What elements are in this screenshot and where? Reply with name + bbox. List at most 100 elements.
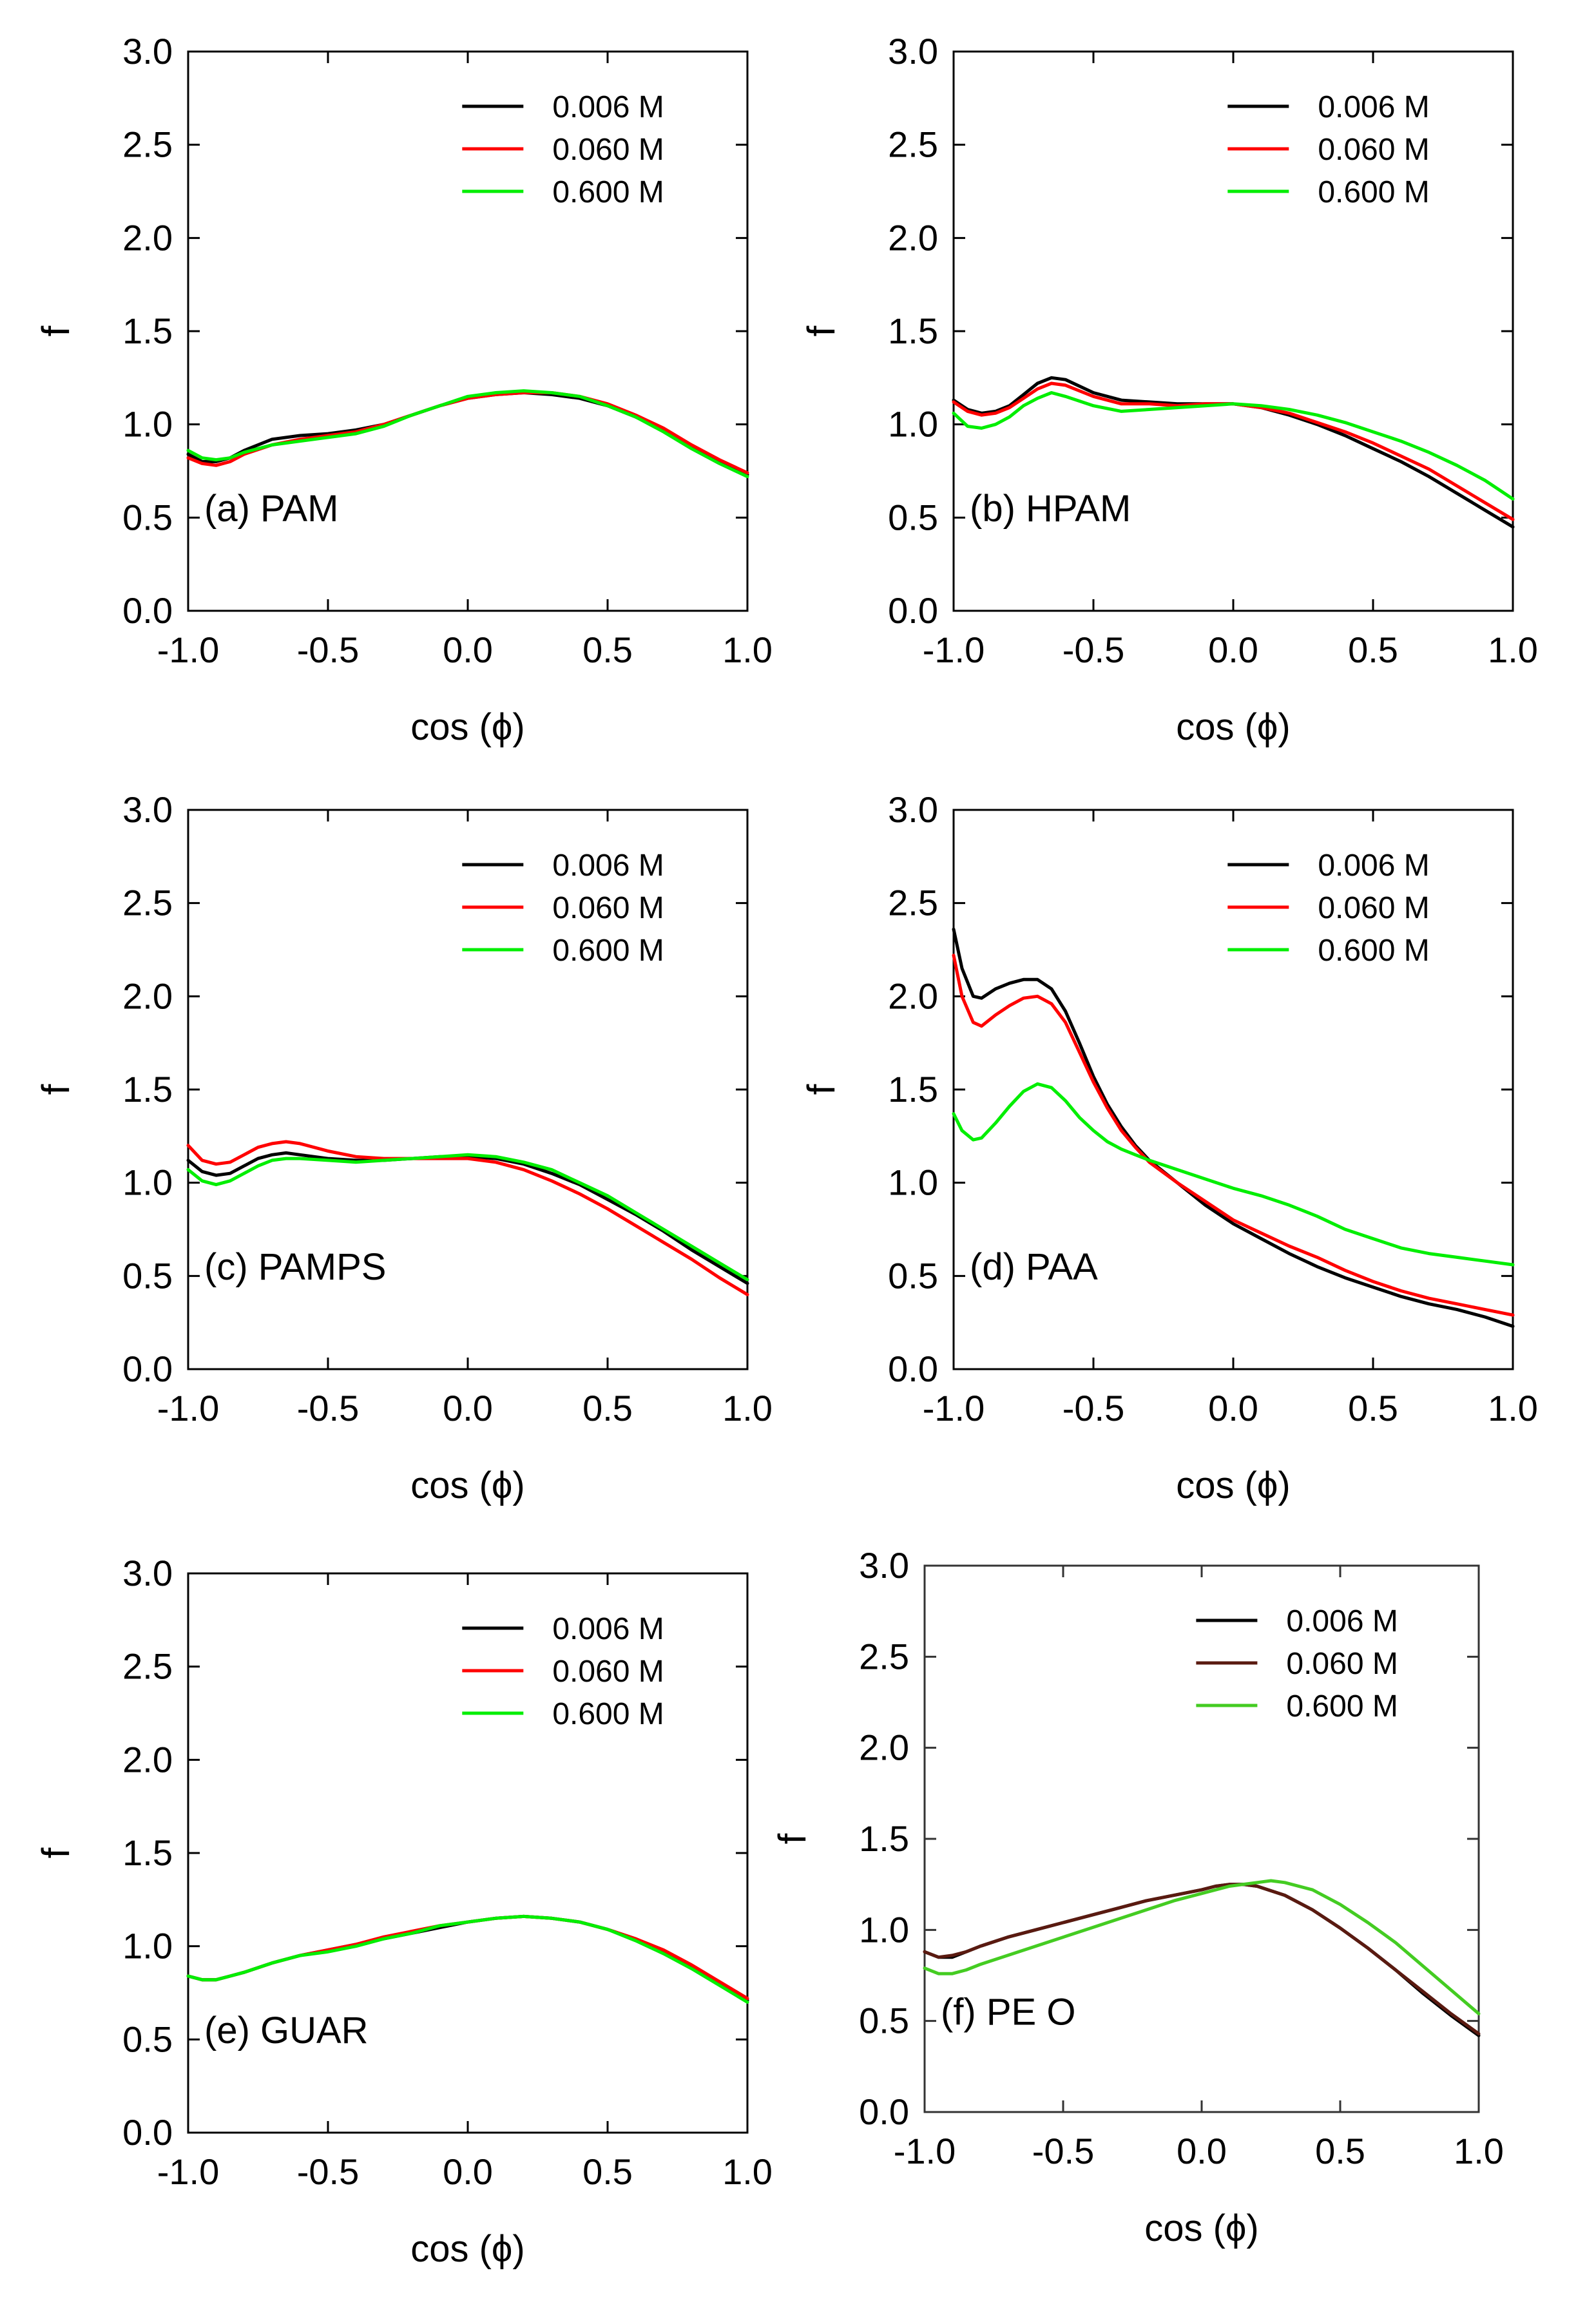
legend-label-1: 0.006 M [1318,90,1429,124]
y-tick-label: 1.5 [859,1818,909,1859]
y-axis-label: f [771,1833,814,1844]
y-tick-label: 0.5 [859,2001,909,2041]
x-tick-label: 1.0 [722,1388,773,1428]
y-tick-label: 2.0 [859,1727,909,1768]
x-axis-label: cos (ϕ) [410,706,524,748]
legend-label-1: 0.006 M [1286,1604,1398,1638]
y-tick-label: 3.0 [859,1545,909,1586]
x-axis-label: cos (ϕ) [1144,2207,1258,2249]
y-tick-label: 1.0 [859,1909,909,1950]
y-tick-label: 0.5 [888,497,938,537]
y-tick-label: 2.5 [859,1636,909,1676]
y-axis-label: f [34,1847,77,1858]
y-tick-label: 2.5 [122,124,173,165]
panel-label: (a) PAM [204,488,338,530]
legend-label-2: 0.060 M [552,1655,664,1689]
x-tick-label: 1.0 [1488,629,1538,670]
x-tick-label: 0.0 [443,2151,493,2192]
chart-panel-3: 0.0 0.5 1.0 1.5 2.0 2.5 3.0 -1.0 -0.5 0.0 0.5 1.0 co… [34,789,773,1506]
chart-panel-5: 0.0 0.5 1.0 1.5 2.0 2.5 3.0 -1.0 -0.5 0.0 0.5 1.0 co… [34,1553,773,2270]
y-tick-label: 1.5 [122,1069,173,1109]
legend-label-3: 0.600 M [552,1697,664,1731]
legend-label-2: 0.060 M [1318,133,1429,167]
y-tick-label: 3.0 [888,31,938,72]
y-tick-label: 3.0 [122,1553,173,1593]
y-tick-label: 0.0 [122,2112,173,2153]
y-axis-label: f [34,325,77,336]
y-tick-label: 1.0 [888,1162,938,1203]
legend-label-2: 0.060 M [1318,891,1429,925]
legend-label-1: 0.006 M [1318,849,1429,883]
y-tick-label: 1.0 [122,1162,173,1203]
series-line-3 [952,391,1515,501]
y-axis-label: f [800,325,843,336]
series-line-2 [952,381,1515,521]
y-tick-label: 2.0 [122,217,173,258]
y-tick-label: 2.5 [888,124,938,165]
x-tick-label: -1.0 [157,2151,220,2192]
x-tick-label: 0.0 [1208,1388,1258,1428]
x-tick-label: -1.0 [157,1388,220,1428]
x-tick-label: 0.5 [1348,1388,1398,1428]
series-line-2 [952,954,1515,1317]
x-tick-label: 0.5 [1348,629,1398,670]
x-axis-label: cos (ϕ) [1176,706,1290,748]
x-tick-label: 1.0 [722,629,773,670]
y-axis-label: f [34,1084,77,1095]
x-tick-label: -1.0 [923,1388,985,1428]
y-tick-label: 1.5 [122,1832,173,1873]
x-tick-label: -1.0 [157,629,220,670]
y-tick-label: 2.0 [122,1739,173,1780]
x-tick-label: 0.5 [582,629,633,670]
x-tick-label: 0.0 [1208,629,1258,670]
y-tick-label: 0.0 [122,1349,173,1389]
y-tick-label: 0.5 [122,497,173,537]
panel-label: (b) HPAM [970,488,1131,530]
y-tick-label: 2.0 [122,975,173,1016]
x-tick-label: -0.5 [1062,1388,1125,1428]
legend-label-2: 0.060 M [1286,1647,1398,1681]
y-axis-label: f [800,1084,843,1095]
legend-label-2: 0.060 M [552,133,664,167]
series-line-3 [952,1082,1515,1267]
x-tick-label: 0.0 [443,629,493,670]
x-tick-label: 0.5 [582,2151,633,2192]
y-tick-label: 2.5 [888,883,938,923]
x-axis-label: cos (ϕ) [410,1465,524,1506]
series-line-3 [186,389,749,479]
x-axis-label: cos (ϕ) [1176,1465,1290,1506]
x-tick-label: -1.0 [923,629,985,670]
x-tick-label: 1.0 [1488,1388,1538,1428]
legend-label-1: 0.006 M [552,849,664,883]
y-tick-label: 1.5 [122,311,173,351]
y-tick-label: 2.0 [888,975,938,1016]
series-line-2 [923,1883,1481,2035]
y-tick-label: 1.0 [122,1926,173,1966]
y-tick-label: 1.5 [888,1069,938,1109]
x-tick-label: -0.5 [1062,629,1125,670]
x-tick-label: 0.5 [582,1388,633,1428]
y-tick-label: 0.0 [859,2091,909,2132]
y-tick-label: 0.5 [122,1255,173,1296]
x-tick-label: 1.0 [722,2151,773,2192]
x-tick-label: 0.0 [1177,2131,1227,2171]
x-tick-label: -0.5 [297,629,360,670]
y-tick-label: 2.0 [888,217,938,258]
chart-panel-1: 0.0 0.5 1.0 1.5 2.0 2.5 3.0 -1.0 -0.5 0.0 0.5 1.0 co… [34,31,773,748]
y-tick-label: 2.5 [122,1646,173,1687]
chart-panel-4: 0.0 0.5 1.0 1.5 2.0 2.5 3.0 -1.0 -0.5 0.0 0.5 1.0 co… [800,789,1538,1506]
panel-label: (f) PE O [941,1991,1075,2033]
x-tick-label: 0.0 [443,1388,493,1428]
x-tick-label: 1.0 [1454,2131,1504,2171]
y-tick-label: 0.0 [122,590,173,631]
legend-label-3: 0.600 M [1286,1689,1398,1724]
y-tick-label: 1.0 [122,404,173,445]
y-tick-label: 0.5 [888,1255,938,1296]
legend-label-1: 0.006 M [552,90,664,124]
legend-label-3: 0.600 M [552,934,664,968]
panel-label: (d) PAA [970,1246,1098,1288]
y-tick-label: 3.0 [122,789,173,830]
legend-label-1: 0.006 M [552,1612,664,1646]
chart-panel-2: 0.0 0.5 1.0 1.5 2.0 2.5 3.0 -1.0 -0.5 0.0 0.5 1.0 co… [800,31,1538,748]
